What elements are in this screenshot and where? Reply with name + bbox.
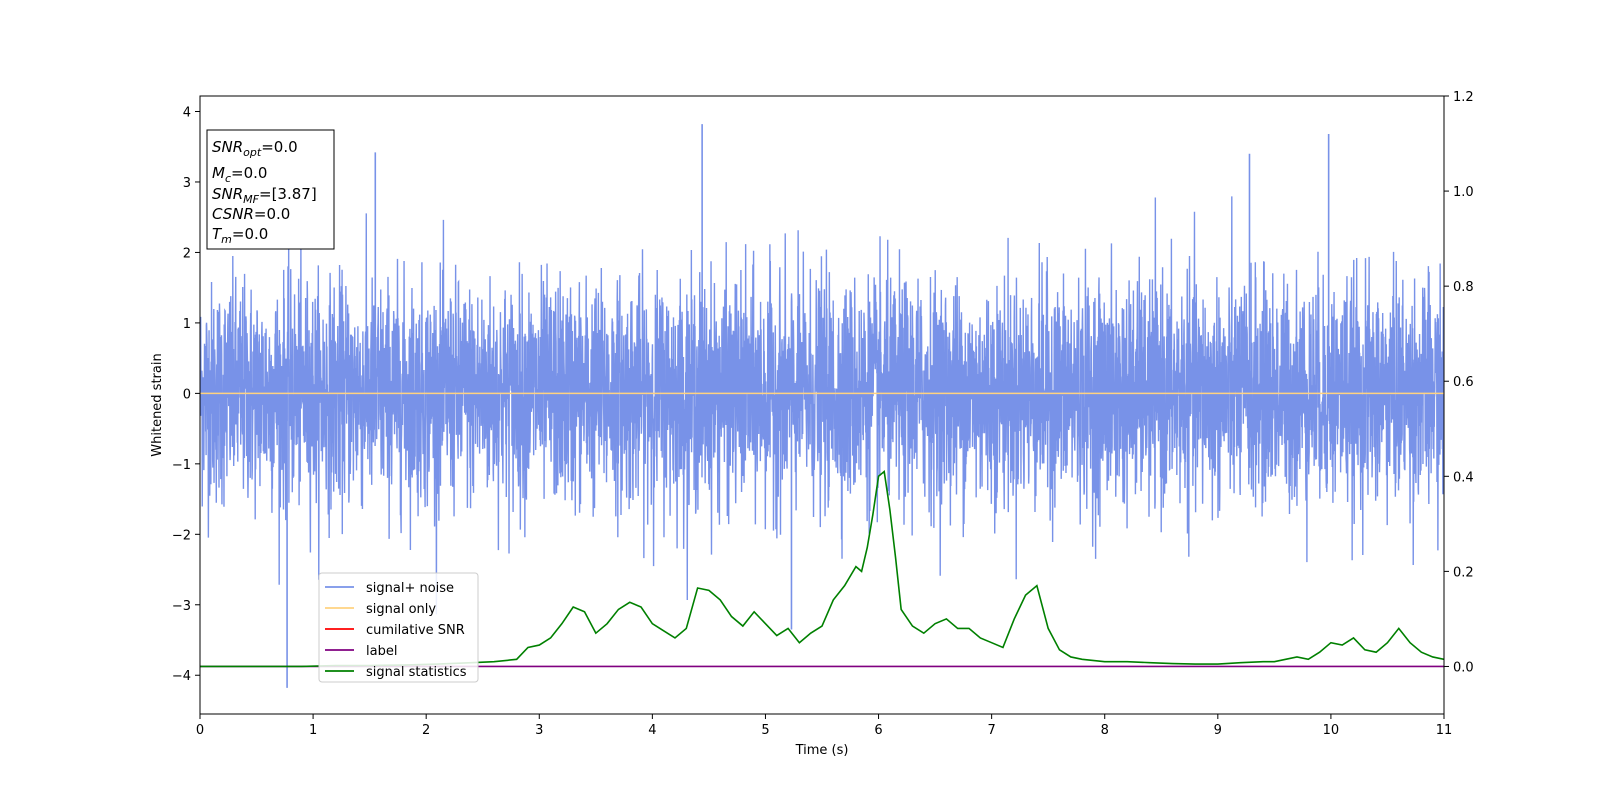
plot-frame <box>199 95 1445 715</box>
series-signal-noise <box>200 196 1444 615</box>
x-tick-label-4: 4 <box>648 723 656 738</box>
x-tick-label-2: 2 <box>422 723 430 738</box>
legend-label-label: label <box>366 644 397 659</box>
y-left-tick-label--4: −4 <box>172 669 191 684</box>
annotation-mc: Mc=0.0 <box>212 164 267 185</box>
legend-label-signal-only: signal only <box>366 602 436 617</box>
y-right-tick-label-0.6: 0.6 <box>1453 375 1474 390</box>
x-tick-label-0: 0 <box>196 723 204 738</box>
x-tick-label-1: 1 <box>309 723 317 738</box>
legend-label-signal-noise: signal+ noise <box>366 581 454 596</box>
y-right-tick-label-1.0: 1.0 <box>1453 185 1474 200</box>
x-tick-label-11: 11 <box>1436 723 1453 738</box>
legend: signal+ noise signal only cumilative SNR la… <box>318 572 479 683</box>
x-tick-label-10: 10 <box>1323 723 1340 738</box>
x-tick-label-3: 3 <box>535 723 543 738</box>
annotation-tm: Tm=0.0 <box>212 225 268 246</box>
legend-label-signal-statistics: signal statistics <box>366 665 467 680</box>
y-right-tick-label-0.0: 0.0 <box>1453 660 1474 675</box>
y-left-tick-label-3: 3 <box>183 176 191 191</box>
x-axis-label: Time (s) <box>795 743 849 758</box>
x-tick-label-7: 7 <box>987 723 995 738</box>
legend-label-cumilative-snr: cumilative SNR <box>366 623 465 638</box>
y-right-tick-label-0.4: 0.4 <box>1453 470 1474 485</box>
x-tick-label-6: 6 <box>874 723 882 738</box>
y-left-tick-label--1: −1 <box>172 458 191 473</box>
annotation-snr-opt: SNRopt=0.0 <box>212 138 298 159</box>
annotation-csnr: CSNR=0.0 <box>212 205 290 223</box>
y-right-tick-label-0.8: 0.8 <box>1453 280 1474 295</box>
x-tick-label-8: 8 <box>1101 723 1109 738</box>
y-left-tick-label--2: −2 <box>172 528 191 543</box>
y-right-tick-label-0.2: 0.2 <box>1453 565 1474 580</box>
y-axis-label: Whitened strain <box>150 353 165 456</box>
legend-frame <box>318 572 479 683</box>
annotation-snr-mf: SNRMF=[3.87] <box>212 185 317 206</box>
y-left-tick-label-2: 2 <box>183 246 191 261</box>
series-signal-statistics <box>200 470 1444 668</box>
y-left-tick-label-4: 4 <box>183 106 191 121</box>
annotation-box: SNRopt=0.0 Mc=0.0 SNRMF=[3.87] CSNR=0.0 … <box>206 129 335 250</box>
y-right-tick-label-1.2: 1.2 <box>1453 90 1474 105</box>
y-left-tick-label-1: 1 <box>183 317 191 332</box>
y-left-tick-label-0: 0 <box>183 387 191 402</box>
x-tick-label-9: 9 <box>1214 723 1222 738</box>
y-left-tick-label--3: −3 <box>172 599 191 614</box>
x-tick-label-5: 5 <box>761 723 769 738</box>
